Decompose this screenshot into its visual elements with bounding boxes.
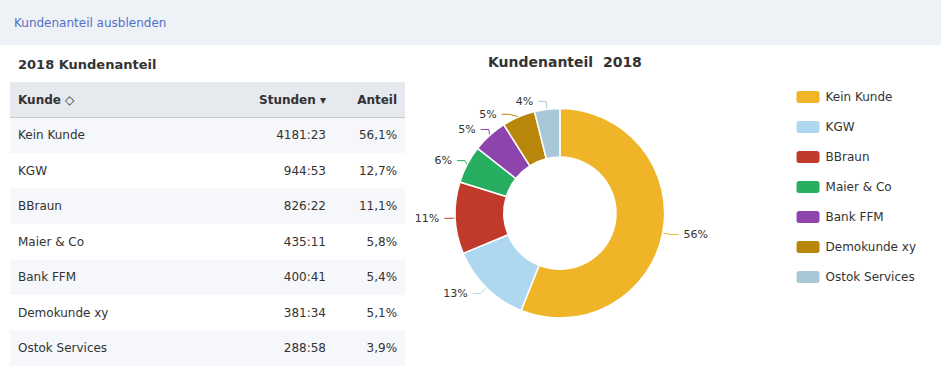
svg-text:944:53: 944:53 [284,164,326,178]
svg-text:Demokunde xy: Demokunde xy [18,306,108,320]
svg-text:2018 Kundenanteil: 2018 Kundenanteil [18,57,156,72]
svg-text:3,9%: 3,9% [367,341,398,355]
svg-text:Kein Kunde: Kein Kunde [826,90,893,104]
svg-text:435:11: 435:11 [284,235,326,249]
svg-text:Anteil: Anteil [357,93,397,107]
svg-text:56%: 56% [684,228,708,241]
svg-text:Kundenanteil 2018: Kundenanteil 2018 [488,54,642,70]
svg-text:4181:23: 4181:23 [276,128,326,142]
svg-text:5,4%: 5,4% [367,270,398,284]
svg-text:Demokunde xy: Demokunde xy [826,240,916,254]
svg-text:5,8%: 5,8% [367,235,398,249]
svg-text:5,1%: 5,1% [367,306,398,320]
svg-text:Ostok Services: Ostok Services [18,341,107,355]
svg-text:12,7%: 12,7% [359,164,397,178]
svg-text:288:58: 288:58 [284,341,326,355]
svg-text:Maier & Co: Maier & Co [826,180,892,194]
svg-text:11,1%: 11,1% [359,199,397,213]
svg-text:Maier & Co: Maier & Co [18,235,84,249]
svg-text:826:22: 826:22 [284,199,326,213]
svg-text:Kunde ◇: Kunde ◇ [18,93,75,107]
svg-text:Bank FFM: Bank FFM [18,270,76,284]
svg-text:Ostok Services: Ostok Services [826,270,915,284]
svg-text:5%: 5% [479,108,496,121]
svg-text:KGW: KGW [18,164,47,178]
svg-text:6%: 6% [435,154,452,167]
svg-text:13%: 13% [443,287,467,300]
svg-text:400:41: 400:41 [284,270,326,284]
svg-text:KGW: KGW [826,120,855,134]
svg-text:Kundenanteil ausblenden: Kundenanteil ausblenden [14,16,166,30]
svg-text:11%: 11% [415,212,439,225]
svg-text:Bank FFM: Bank FFM [826,210,884,224]
svg-text:5%: 5% [458,123,475,136]
svg-text:4%: 4% [516,95,533,108]
svg-text:381:34: 381:34 [284,306,326,320]
svg-text:Stunden ▾: Stunden ▾ [259,93,326,107]
svg-text:Kein Kunde: Kein Kunde [18,128,85,142]
svg-text:56,1%: 56,1% [359,128,397,142]
svg-text:BBraun: BBraun [18,199,62,213]
svg-text:BBraun: BBraun [826,150,870,164]
